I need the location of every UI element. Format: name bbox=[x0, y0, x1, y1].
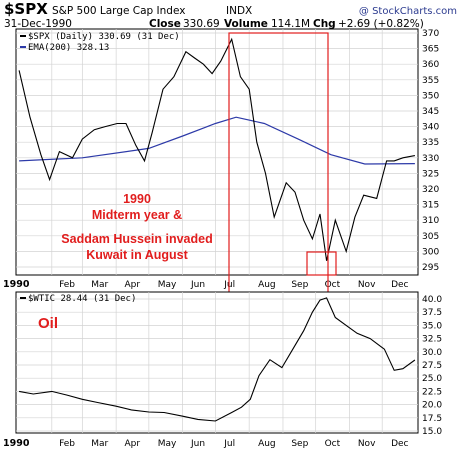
chart-date: 31-Dec-1990 bbox=[4, 18, 72, 30]
x-month-label: Apr bbox=[124, 280, 140, 290]
y-tick-label: 17.5 bbox=[422, 414, 442, 424]
x-month-label: Oct bbox=[325, 439, 341, 449]
x-month-label: Jun bbox=[190, 280, 205, 290]
x-month-label: Jun bbox=[190, 439, 205, 449]
x-month-label: May bbox=[158, 439, 177, 449]
chg-label: Chg bbox=[313, 18, 336, 30]
y-tick-label: 340 bbox=[422, 123, 439, 133]
volume-value: 114.1M bbox=[271, 18, 310, 30]
chg-value: +2.69 (+0.82%) bbox=[338, 18, 424, 30]
x-month-label: Nov bbox=[358, 439, 376, 449]
y-tick-label: 295 bbox=[422, 263, 439, 273]
annotation-saddam: Saddam Hussein invaded bbox=[61, 232, 212, 246]
annotation-kuwait: Kuwait in August bbox=[86, 248, 188, 262]
y-tick-label: 25.0 bbox=[422, 374, 442, 384]
exchange-code: INDX bbox=[226, 5, 252, 17]
price-legend: $SPX (Daily) 330.69 (31 Dec) EMA(200) 32… bbox=[20, 32, 180, 53]
y-tick-label: 300 bbox=[422, 247, 439, 257]
ticker-symbol: $SPX bbox=[4, 0, 48, 18]
chart-header: $SPX S&P 500 Large Cap Index INDX 31-Dec… bbox=[4, 0, 457, 30]
oil-annotation: Oil bbox=[38, 315, 58, 332]
y-tick-label: 320 bbox=[422, 185, 439, 195]
volume-label: Volume bbox=[224, 18, 268, 30]
ema-legend-label: EMA(200) 328.13 bbox=[28, 43, 109, 53]
y-tick-label: 22.5 bbox=[422, 387, 442, 397]
y-tick-label: 15.0 bbox=[422, 427, 442, 437]
x-month-label: Nov bbox=[358, 280, 376, 290]
oil-panel: 15.0 17.5 20.0 22.5 25.0 27.5 30.0 32.5 35.0 37.5… bbox=[3, 291, 442, 449]
y-tick-label: 370 bbox=[422, 29, 439, 39]
y-tick-label: 20.0 bbox=[422, 401, 442, 411]
x-year-label: 1990 bbox=[3, 279, 30, 290]
highlight-low-box bbox=[306, 251, 337, 276]
x-month-label: Aug bbox=[258, 439, 276, 449]
y-tick-label: 360 bbox=[422, 60, 439, 70]
y-tick-label: 35.0 bbox=[422, 321, 442, 331]
price-y-axis: 295 300 305 310 315 320 325 330 335 340 345 350 355 3… bbox=[422, 29, 439, 273]
x-month-label: Mar bbox=[91, 439, 108, 449]
x-month-label: May bbox=[158, 280, 177, 290]
y-tick-label: 350 bbox=[422, 91, 439, 101]
event-annotation: 1990 Midterm year & Saddam Hussein invad… bbox=[61, 192, 212, 262]
y-tick-label: 40.0 bbox=[422, 295, 442, 305]
price-panel: 295 300 305 310 315 320 325 330 335 340 345 350 355 3… bbox=[3, 28, 439, 429]
y-tick-label: 365 bbox=[422, 45, 439, 55]
x-month-label: Dec bbox=[391, 280, 408, 290]
y-tick-label: 345 bbox=[422, 107, 439, 117]
index-name: S&P 500 Large Cap Index bbox=[52, 5, 185, 17]
x-month-label: Sep bbox=[291, 439, 308, 449]
y-tick-label: 310 bbox=[422, 216, 439, 226]
price-x-axis: 1990 Feb Mar Apr May Jun Jul Aug Sep Oct Nov Dec bbox=[3, 279, 409, 290]
y-tick-label: 315 bbox=[422, 201, 439, 211]
close-value: 330.69 bbox=[183, 18, 220, 30]
annotation-midterm: Midterm year & bbox=[92, 208, 182, 222]
x-month-label: Jul bbox=[223, 439, 235, 449]
ema-line bbox=[19, 116, 415, 165]
brand-link[interactable]: @ StockCharts.com bbox=[359, 6, 457, 17]
y-tick-label: 355 bbox=[422, 76, 439, 86]
price-line bbox=[18, 37, 415, 261]
oil-x-axis: 1990 Feb Mar Apr May Jun Jul Aug Sep Oct Nov Dec bbox=[3, 438, 409, 449]
price-legend-label: $SPX (Daily) 330.69 (31 Dec) bbox=[28, 32, 180, 42]
y-tick-label: 32.5 bbox=[422, 335, 442, 345]
y-tick-label: 27.5 bbox=[422, 361, 442, 371]
y-tick-label: 325 bbox=[422, 169, 439, 179]
x-month-label: Oct bbox=[325, 280, 341, 290]
x-month-label: Dec bbox=[391, 439, 408, 449]
y-tick-label: 30.0 bbox=[422, 348, 442, 358]
x-month-label: Feb bbox=[59, 280, 75, 290]
oil-legend-label: $WTIC 28.44 (31 Dec) bbox=[28, 294, 136, 304]
price-grid bbox=[16, 29, 418, 275]
oil-legend: $WTIC 28.44 (31 Dec) bbox=[20, 294, 136, 304]
x-month-label: Feb bbox=[59, 439, 75, 449]
annotation-year: 1990 bbox=[123, 192, 151, 206]
x-month-label: Mar bbox=[91, 280, 108, 290]
oil-panel-frame bbox=[15, 291, 419, 434]
x-year-label: 1990 bbox=[3, 438, 30, 449]
y-tick-label: 305 bbox=[422, 232, 439, 242]
x-month-label: Apr bbox=[124, 439, 140, 449]
close-label: Close bbox=[149, 18, 181, 30]
oil-y-axis: 15.0 17.5 20.0 22.5 25.0 27.5 30.0 32.5 35.0 37.5… bbox=[422, 295, 442, 437]
y-tick-label: 335 bbox=[422, 138, 439, 148]
x-month-label: Aug bbox=[258, 280, 276, 290]
oil-grid bbox=[16, 292, 418, 433]
y-tick-label: 37.5 bbox=[422, 308, 442, 318]
y-tick-label: 330 bbox=[422, 154, 439, 164]
x-month-label: Sep bbox=[291, 280, 308, 290]
oil-line bbox=[19, 297, 416, 422]
